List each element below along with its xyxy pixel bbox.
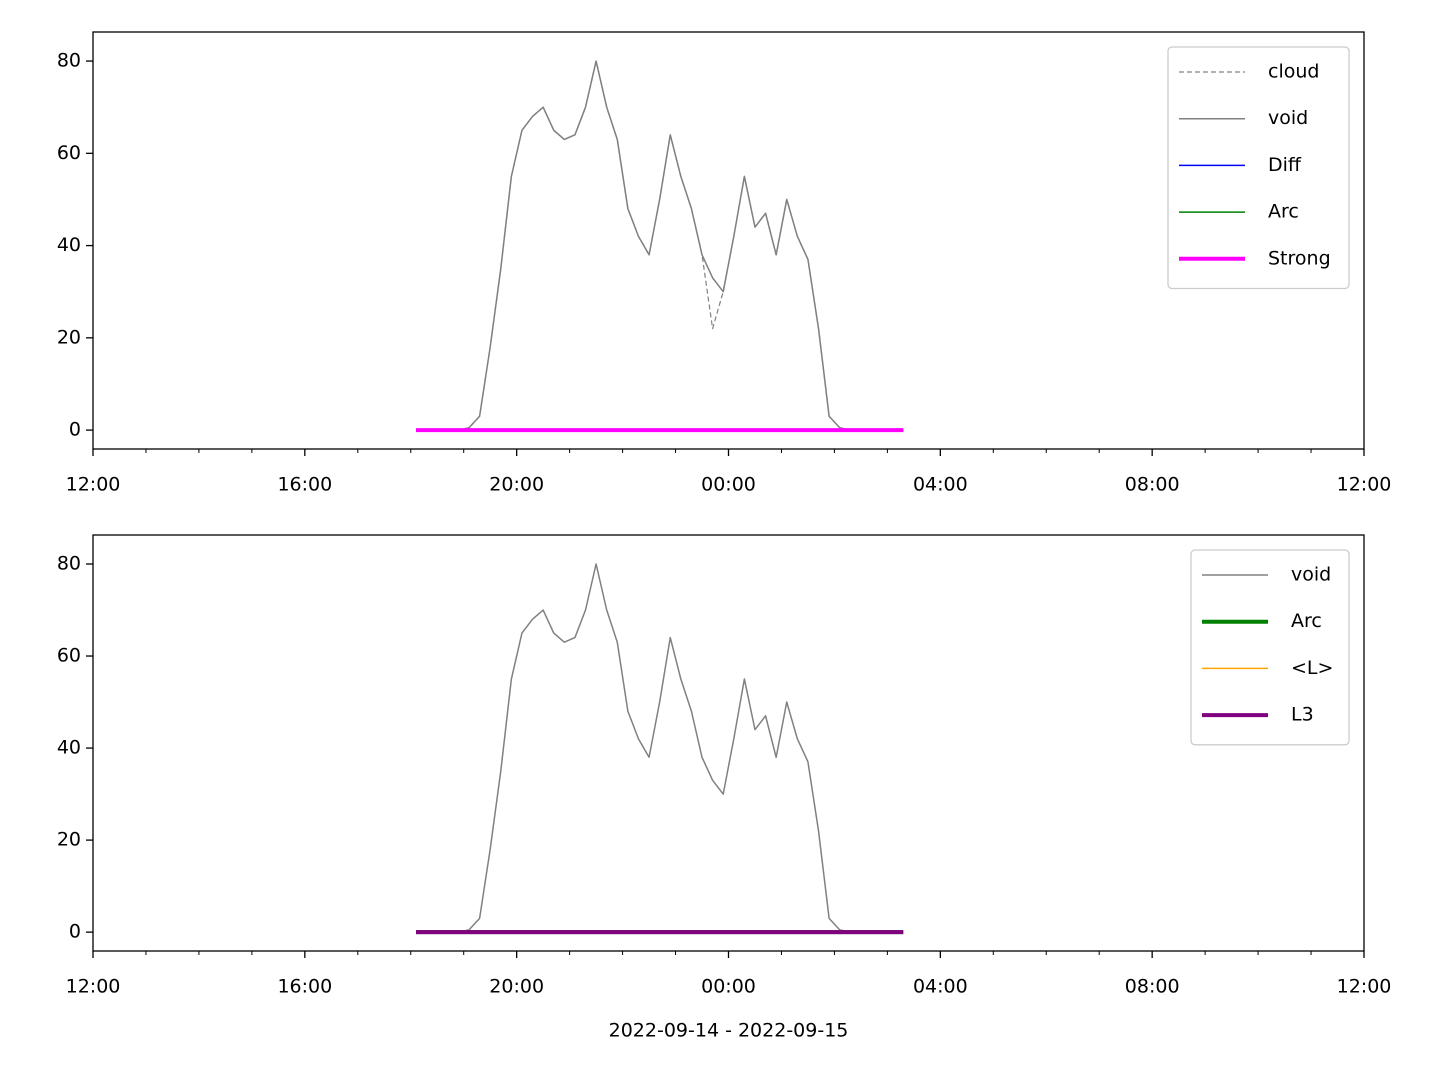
legend-label: Strong bbox=[1268, 247, 1331, 269]
x-tick-label: 00:00 bbox=[701, 474, 756, 496]
legend-label: Arc bbox=[1268, 201, 1299, 223]
axes-frame bbox=[92, 31, 1365, 450]
x-tick-label: 04:00 bbox=[913, 976, 968, 998]
y-tick-label: 60 bbox=[57, 142, 81, 164]
series-line bbox=[416, 60, 904, 431]
x-tick-label: 20:00 bbox=[489, 474, 544, 496]
x-tick-label: 12:00 bbox=[1337, 976, 1392, 998]
legend-label: Arc bbox=[1291, 610, 1322, 632]
x-tick-label: 08:00 bbox=[1125, 976, 1180, 998]
series-line bbox=[416, 563, 904, 933]
x-tick-label: 12:00 bbox=[1337, 474, 1392, 496]
legend-label: void bbox=[1268, 107, 1308, 129]
x-tick-label: 16:00 bbox=[277, 474, 332, 496]
x-tick-label: 08:00 bbox=[1125, 474, 1180, 496]
axes-frame bbox=[92, 534, 1365, 952]
y-tick-label: 20 bbox=[57, 326, 81, 348]
legend-label: L3 bbox=[1291, 704, 1314, 726]
y-tick-label: 40 bbox=[57, 234, 81, 256]
y-tick-label: 20 bbox=[57, 829, 81, 851]
y-tick-label: 0 bbox=[69, 419, 81, 441]
legend-label: <L> bbox=[1291, 657, 1333, 679]
y-tick-label: 40 bbox=[57, 737, 81, 759]
legend-frame bbox=[1167, 46, 1350, 290]
x-tick-label: 20:00 bbox=[489, 976, 544, 998]
legend-label: cloud bbox=[1268, 61, 1319, 83]
series-line bbox=[416, 60, 904, 431]
x-tick-label: 00:00 bbox=[701, 976, 756, 998]
x-tick-label: 12:00 bbox=[66, 474, 121, 496]
legend-label: Diff bbox=[1268, 154, 1302, 176]
legend-label: void bbox=[1291, 564, 1331, 586]
y-tick-label: 60 bbox=[57, 645, 81, 667]
y-tick-label: 0 bbox=[69, 921, 81, 943]
x-tick-label: 04:00 bbox=[913, 474, 968, 496]
subplot: 0 20 40 60 80 12:00 16:00 20:00 00:00 04:00 08:00 1… bbox=[57, 31, 1392, 496]
x-axis-label: 2022-09-14 - 2022-09-15 bbox=[609, 1020, 849, 1042]
legend: cloud void Diff Arc Strong bbox=[1167, 46, 1350, 290]
x-tick-label: 12:00 bbox=[66, 976, 121, 998]
legend: void Arc <L> L3 bbox=[1190, 549, 1350, 746]
y-tick-label: 80 bbox=[57, 552, 81, 574]
subplot: 0 20 40 60 80 12:00 16:00 20:00 00:00 04:00 08:00 1… bbox=[57, 534, 1392, 1042]
legend-frame bbox=[1190, 549, 1350, 746]
x-tick-label: 16:00 bbox=[277, 976, 332, 998]
y-tick-label: 80 bbox=[57, 50, 81, 72]
